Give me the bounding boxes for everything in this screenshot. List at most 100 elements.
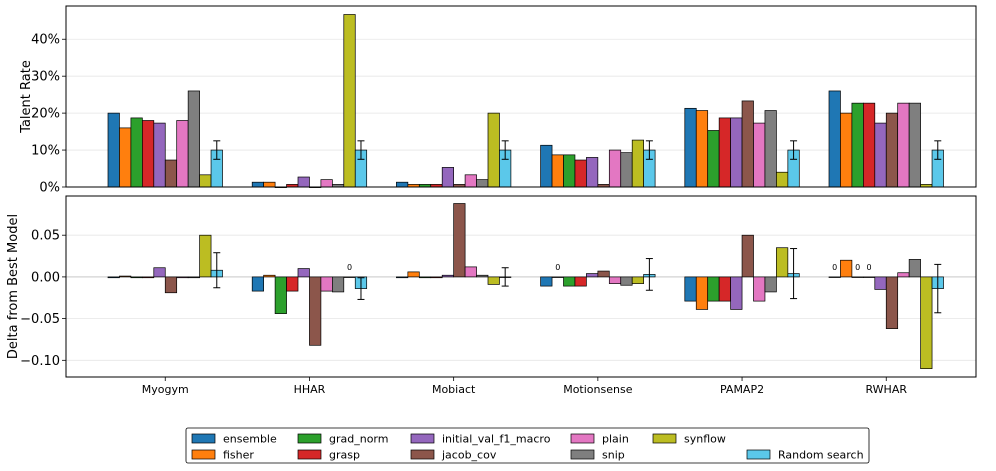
bar-initial-val-f1-macro-mobiact: [441, 274, 455, 278]
bar-plain-mobiact: [464, 174, 477, 188]
bar-ensemble-rwhar: [828, 276, 841, 278]
y-tick-label: 0.00: [31, 270, 60, 285]
zero-annotation: 0: [555, 263, 560, 272]
bar-ensemble-motionsense: [540, 276, 553, 287]
bar-snip-motionsense: [620, 276, 633, 286]
bar-fisher-pamap2: [695, 276, 709, 310]
bar-grasp-motionsense: [574, 159, 587, 188]
bar-fisher-hhar: [263, 181, 276, 188]
bar-initial-val-f1-macro-hhar: [297, 176, 310, 188]
x-tick-label: RWHAR: [865, 383, 907, 396]
bar-ensemble-pamap2: [684, 107, 697, 188]
bar-synflow-motionsense: [631, 139, 645, 188]
bar-snip-rwhar: [908, 102, 921, 188]
bar-synflow-motionsense: [631, 276, 645, 284]
y-axis-label: Talent Rate: [19, 60, 34, 134]
legend-label-grad-norm: grad_norm: [329, 433, 388, 446]
legend-swatch-fisher: [191, 449, 216, 460]
bar-grad-norm-rwhar: [851, 276, 864, 278]
bar-synflow-mobiact: [487, 112, 500, 188]
y-tick-label: 0%: [39, 181, 60, 196]
bar-initial-val-f1-macro-pamap2: [730, 276, 743, 310]
bar-initial-val-f1-macro-myogym: [153, 267, 166, 278]
bar-initial-val-f1-macro-myogym: [153, 122, 166, 188]
bar-jacob-cov-rwhar: [885, 276, 899, 329]
legend-label-grasp: grasp: [329, 449, 360, 462]
bar-grad-norm-pamap2: [707, 276, 720, 302]
y-axis-label: Delta from Best Model: [6, 214, 21, 359]
bar-grad-norm-myogym: [130, 276, 143, 279]
bar-plain-mobiact: [464, 266, 477, 278]
bar-ensemble-pamap2: [684, 276, 697, 302]
bar-ensemble-rwhar: [828, 90, 841, 188]
bar-plain-motionsense: [608, 149, 622, 188]
bar-jacob-cov-motionsense: [597, 270, 610, 278]
bar-snip-rwhar: [908, 259, 921, 278]
bar-grad-norm-motionsense: [563, 276, 576, 287]
bar-plain-pamap2: [753, 276, 766, 302]
bar-grad-norm-mobiact: [418, 276, 432, 279]
bar-jacob-cov-pamap2: [741, 234, 754, 278]
y-tick-label: 0.05: [31, 229, 60, 244]
bar-initial-val-f1-macro-rwhar: [874, 276, 887, 290]
bar-plain-pamap2: [753, 122, 766, 188]
bar-snip-mobiact: [476, 179, 489, 188]
bar-synflow-hhar: [343, 14, 356, 188]
bar-fisher-pamap2: [695, 110, 709, 188]
bar-plain-hhar: [320, 179, 333, 188]
y-tick-label: −0.05: [20, 312, 60, 327]
legend-label-snip: snip: [602, 449, 625, 462]
top-panel: 0% 10% 20% 30% 40% Talent Rate: [19, 5, 977, 196]
zero-annotation: 0: [347, 263, 352, 272]
bar-jacob-cov-rwhar: [885, 112, 899, 188]
legend-swatch-plain: [570, 433, 595, 444]
x-tick-label: Motionsense: [563, 383, 632, 396]
legend-swatch-random-search: [746, 449, 771, 460]
bar-synflow-hhar: [343, 276, 356, 278]
x-tick-label: Myogym: [142, 383, 189, 396]
bar-synflow-mobiact: [487, 276, 500, 285]
bar-fisher-myogym: [119, 275, 132, 278]
bar-grad-norm-pamap2: [707, 130, 720, 188]
bar-ensemble-mobiact: [396, 276, 409, 279]
bar-grasp-hhar: [286, 276, 299, 292]
bar-jacob-cov-mobiact: [453, 203, 466, 278]
axes-frame: [65, 195, 977, 378]
bar-grasp-rwhar: [862, 102, 876, 188]
bar-snip-myogym: [187, 276, 200, 279]
y-tick-label: 40%: [31, 33, 60, 48]
bar-fisher-rwhar: [840, 112, 853, 188]
bar-synflow-myogym: [199, 174, 212, 188]
bar-synflow-rwhar: [920, 276, 933, 370]
zero-annotation: 0: [867, 263, 872, 272]
bar-synflow-myogym: [199, 234, 212, 278]
legend-label-ensemble: ensemble: [223, 433, 277, 446]
bar-plain-rwhar: [897, 272, 910, 278]
y-tick-label: 30%: [31, 70, 60, 85]
bar-fisher-hhar: [263, 274, 276, 278]
bar-grasp-rwhar: [862, 276, 876, 278]
legend-swatch-grasp: [297, 449, 322, 460]
legend-swatch-ensemble: [191, 433, 216, 444]
bar-snip-pamap2: [764, 110, 777, 188]
bar-ensemble-myogym: [107, 276, 120, 279]
y-tick-label: 10%: [31, 144, 60, 159]
legend-swatch-synflow: [652, 433, 677, 444]
bar-initial-val-f1-macro-pamap2: [730, 117, 743, 188]
legend-frame: [185, 427, 870, 464]
bar-ensemble-hhar: [251, 276, 264, 292]
bar-plain-motionsense: [608, 276, 622, 284]
bar-grasp-myogym: [142, 120, 155, 188]
bar-fisher-motionsense: [551, 276, 564, 278]
bar-ensemble-hhar: [251, 181, 264, 188]
bar-jacob-cov-hhar: [309, 276, 322, 346]
bar-grasp-myogym: [142, 276, 155, 279]
bar-snip-myogym: [187, 90, 200, 188]
legend-label-plain: plain: [602, 433, 629, 446]
bar-fisher-rwhar: [840, 259, 853, 278]
zero-annotation: 0: [855, 263, 860, 272]
legend-label-random-search: Random search: [778, 449, 864, 462]
bar-jacob-cov-pamap2: [741, 100, 754, 188]
bar-plain-rwhar: [897, 102, 910, 188]
